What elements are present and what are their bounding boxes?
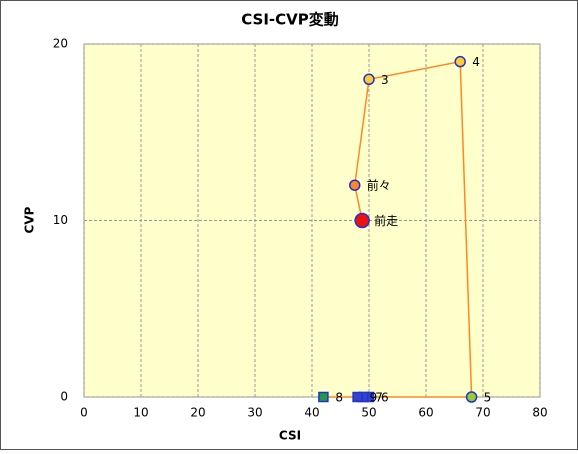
chart-title: CSI-CVP変動 xyxy=(241,11,339,29)
point-label: 5 xyxy=(484,391,492,405)
point-label: 8 xyxy=(335,391,343,405)
x-tick-label: 10 xyxy=(133,406,148,420)
x-tick-label: 50 xyxy=(361,406,376,420)
point xyxy=(465,391,478,403)
y-tick-label: 10 xyxy=(53,213,68,227)
point xyxy=(349,179,361,191)
x-tick-label: 70 xyxy=(475,406,490,420)
point xyxy=(318,391,329,403)
point xyxy=(352,391,363,403)
x-tick-label: 60 xyxy=(418,406,433,420)
x-tick-label: 30 xyxy=(247,406,262,420)
point-label: 9 xyxy=(370,391,378,405)
y-axis-label: CVP xyxy=(23,206,37,233)
point xyxy=(363,73,375,86)
point-label: 前走 xyxy=(374,213,398,228)
point xyxy=(354,212,370,229)
x-axis-label: CSI xyxy=(279,429,301,443)
point xyxy=(454,55,466,68)
point-label: 3 xyxy=(381,73,389,87)
point-label: 7 xyxy=(375,391,383,405)
x-tick-label: 0 xyxy=(80,406,88,420)
x-tick-label: 40 xyxy=(304,406,319,420)
y-tick-label: 20 xyxy=(53,37,68,51)
x-tick-label: 20 xyxy=(190,406,205,420)
x-tick-label: 80 xyxy=(532,406,547,420)
y-tick-label: 0 xyxy=(60,390,68,404)
point-label: 前々 xyxy=(367,178,391,193)
point-label: 6 xyxy=(381,391,389,405)
point-label: 4 xyxy=(472,55,480,69)
